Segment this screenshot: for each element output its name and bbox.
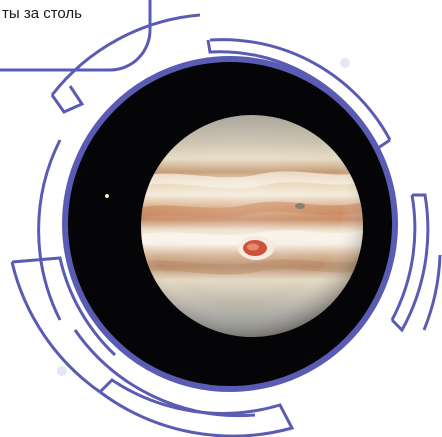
- frame-arc-bottom: [73, 329, 256, 418]
- frame-notch-left: [50, 85, 85, 114]
- decor-dot: [340, 58, 350, 68]
- moon-dot: [105, 194, 109, 198]
- caption-text: ты за столь: [2, 5, 82, 22]
- frame-arc-top-right: [209, 38, 392, 141]
- caption-text-block: ты за столь: [0, 0, 82, 24]
- frame-arc-far-right: [422, 254, 442, 331]
- frame-arc-left: [37, 139, 62, 321]
- frame-arc-bottom-left: [11, 256, 117, 357]
- frame-arc-top-left: [50, 13, 201, 96]
- frame-arc-bottom-left-outer: [10, 261, 101, 394]
- caption-bubble-outline: [0, 0, 152, 72]
- decor-dot: [57, 366, 67, 376]
- jupiter-planet-image: [141, 115, 363, 337]
- frame-arc-right: [390, 194, 417, 321]
- frame-arcs: [10, 13, 442, 437]
- frame-arc-bottom-outer: [98, 378, 295, 437]
- frame-arc-right-outer: [390, 193, 430, 333]
